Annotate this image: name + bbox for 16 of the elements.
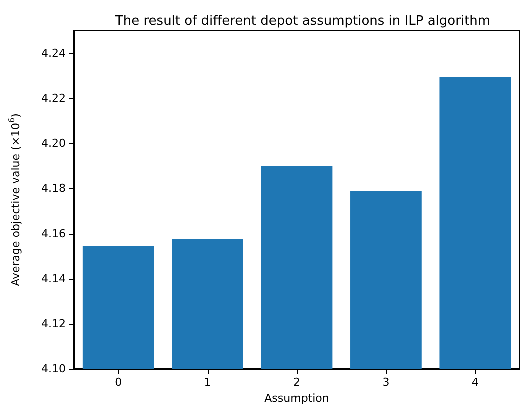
x-tick-label: 1 (204, 376, 212, 389)
y-tick-label: 4.22 (42, 92, 66, 106)
y-tick-label: 4.14 (42, 272, 66, 286)
y-tick-label: 4.20 (42, 137, 66, 150)
y-axis-title: Average objective value (×106) (8, 114, 22, 286)
x-tick-label: 0 (115, 376, 122, 389)
y-tick-label: 4.10 (42, 362, 66, 376)
y-tick-label: 4.18 (42, 182, 66, 196)
y-tick-label: 4.16 (42, 227, 66, 240)
y-tick-label: 4.24 (42, 47, 66, 60)
x-tick-label: 3 (382, 376, 390, 389)
y-tick-label: 4.12 (42, 317, 66, 330)
x-tick-label: 4 (472, 376, 479, 389)
x-axis-title: Assumption (264, 392, 330, 405)
x-tick-label: 2 (294, 376, 300, 389)
chart-title: The result of different depot assumptions in ILP algorithm (114, 14, 491, 29)
